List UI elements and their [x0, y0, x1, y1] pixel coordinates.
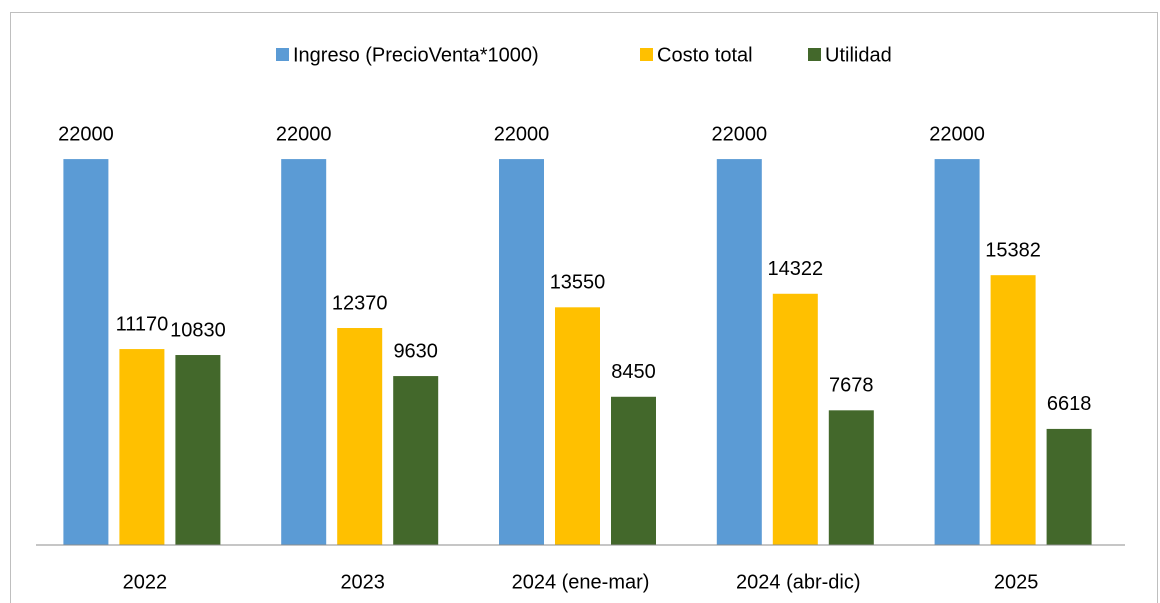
bar	[555, 307, 600, 545]
bar	[990, 275, 1036, 545]
data-label: 9630	[393, 340, 438, 362]
x-tick-label: 2023	[340, 571, 385, 593]
x-tick-label: 2022	[123, 571, 168, 593]
x-tick-label: 2024 (abr-dic)	[736, 571, 861, 593]
legend-swatch	[808, 48, 821, 61]
data-label: 11170	[116, 313, 169, 335]
data-label: 8450	[611, 361, 656, 383]
data-label: 12370	[332, 292, 388, 314]
legend-label: Ingreso (PrecioVenta*1000)	[293, 44, 539, 66]
x-tick-label: 2025	[994, 571, 1039, 593]
data-label: 22000	[711, 123, 767, 145]
bar	[611, 396, 656, 545]
legend-label: Utilidad	[825, 44, 892, 66]
bar	[828, 410, 874, 545]
bar	[175, 355, 221, 545]
bar	[934, 159, 980, 546]
data-label: 22000	[58, 123, 114, 145]
bar	[772, 293, 818, 545]
data-label: 22000	[929, 123, 985, 145]
data-label: 22000	[276, 123, 332, 145]
bar	[63, 159, 109, 546]
data-label: 13550	[550, 272, 606, 294]
x-tick-label: 2024 (ene-mar)	[512, 571, 650, 593]
data-label: 10830	[170, 319, 226, 341]
legend-swatch	[640, 48, 653, 61]
bar	[499, 159, 544, 546]
bar	[1046, 428, 1092, 545]
bar	[119, 349, 165, 545]
data-label: 22000	[494, 123, 550, 145]
legend-swatch	[276, 48, 289, 61]
data-label: 6618	[1047, 393, 1092, 415]
data-label: 7678	[829, 375, 874, 397]
bar	[281, 159, 327, 546]
bar	[716, 159, 762, 546]
data-label: 14322	[767, 258, 823, 280]
data-label: 15382	[985, 239, 1041, 261]
bar	[337, 328, 383, 545]
legend-label: Costo total	[657, 44, 753, 66]
bar	[393, 376, 439, 545]
